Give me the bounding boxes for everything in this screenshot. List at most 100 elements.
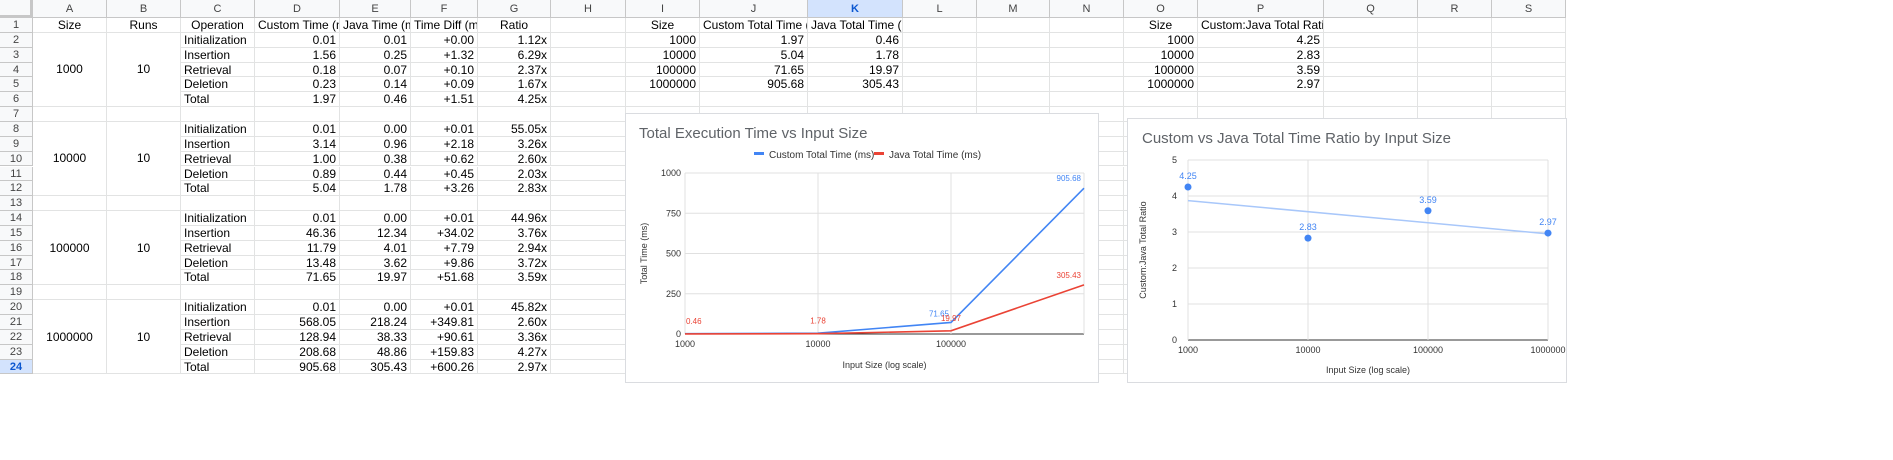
ratio-header-cell[interactable]: Size xyxy=(1124,18,1198,33)
cell[interactable] xyxy=(1324,32,1418,48)
ratio-value-cell[interactable]: 1000 xyxy=(1124,32,1198,48)
value-cell[interactable]: +9.86 xyxy=(411,255,478,271)
value-cell[interactable]: 3.76x xyxy=(478,225,551,241)
row-header-22[interactable]: 22 xyxy=(0,329,33,345)
summary-header-cell[interactable]: Size xyxy=(626,18,700,33)
value-cell[interactable]: 905.68 xyxy=(255,359,340,375)
cell[interactable] xyxy=(1324,77,1418,93)
column-header-g[interactable]: G xyxy=(478,0,551,18)
cell[interactable] xyxy=(551,166,626,182)
value-cell[interactable]: +7.79 xyxy=(411,240,478,256)
cell[interactable] xyxy=(340,107,411,122)
value-cell[interactable]: 0.18 xyxy=(255,62,340,78)
value-cell[interactable]: 2.03x xyxy=(478,166,551,182)
operation-cell[interactable]: Deletion xyxy=(181,77,255,93)
summary-value-cell[interactable]: 71.65 xyxy=(700,62,808,78)
cell[interactable] xyxy=(551,300,626,315)
cell[interactable] xyxy=(1050,47,1124,63)
value-cell[interactable]: 4.27x xyxy=(478,344,551,360)
runs-cell[interactable]: 10 xyxy=(107,300,181,375)
summary-value-cell[interactable]: 100000 xyxy=(626,62,700,78)
cell[interactable] xyxy=(1492,92,1566,108)
operation-cell[interactable]: Retrieval xyxy=(181,151,255,167)
operation-cell[interactable]: Retrieval xyxy=(181,240,255,256)
cell[interactable] xyxy=(977,47,1050,63)
cell[interactable] xyxy=(1492,77,1566,93)
size-cell[interactable]: 1000000 xyxy=(33,300,107,375)
value-cell[interactable]: 3.72x xyxy=(478,255,551,271)
cell[interactable] xyxy=(551,285,626,301)
cell[interactable] xyxy=(626,92,700,108)
cell[interactable] xyxy=(1418,92,1492,108)
summary-value-cell[interactable]: 0.46 xyxy=(808,32,903,48)
operation-cell[interactable]: Total xyxy=(181,181,255,197)
value-cell[interactable]: 0.96 xyxy=(340,136,411,152)
value-cell[interactable]: 3.62 xyxy=(340,255,411,271)
operation-cell[interactable]: Retrieval xyxy=(181,329,255,345)
value-cell[interactable]: 2.60x xyxy=(478,315,551,330)
row-header-1[interactable]: 1 xyxy=(0,18,33,33)
value-cell[interactable]: 2.60x xyxy=(478,151,551,167)
value-cell[interactable]: +1.32 xyxy=(411,47,478,63)
cell[interactable] xyxy=(551,107,626,122)
cell[interactable] xyxy=(1050,62,1124,78)
cell[interactable] xyxy=(551,77,626,93)
operation-cell[interactable]: Initialization xyxy=(181,121,255,137)
cell[interactable] xyxy=(551,225,626,241)
value-cell[interactable]: 0.01 xyxy=(255,121,340,137)
table-header-cell[interactable]: Runs xyxy=(107,18,181,33)
row-header-14[interactable]: 14 xyxy=(0,211,33,226)
ratio-value-cell[interactable]: 10000 xyxy=(1124,47,1198,63)
cell[interactable] xyxy=(551,270,626,286)
value-cell[interactable]: 2.97x xyxy=(478,359,551,375)
value-cell[interactable]: 0.89 xyxy=(255,166,340,182)
ratio-header-cell[interactable]: Custom:Java Total Ratio (x) xyxy=(1198,18,1324,33)
size-cell[interactable]: 1000 xyxy=(33,32,107,108)
value-cell[interactable]: 5.04 xyxy=(255,181,340,197)
cell[interactable] xyxy=(33,107,107,122)
row-header-4[interactable]: 4 xyxy=(0,62,33,78)
summary-header-cell[interactable]: Custom Total Time (ms) xyxy=(700,18,808,33)
cell[interactable] xyxy=(107,107,181,122)
value-cell[interactable]: 13.48 xyxy=(255,255,340,271)
row-header-10[interactable]: 10 xyxy=(0,151,33,167)
value-cell[interactable]: 3.36x xyxy=(478,329,551,345)
column-header-m[interactable]: M xyxy=(977,0,1050,18)
table-header-cell[interactable]: Time Diff (ms) xyxy=(411,18,478,33)
cell[interactable] xyxy=(1324,18,1418,33)
table-header-cell[interactable]: Java Time (ms) xyxy=(340,18,411,33)
column-header-i[interactable]: I xyxy=(626,0,700,18)
row-header-23[interactable]: 23 xyxy=(0,344,33,360)
value-cell[interactable]: +0.01 xyxy=(411,211,478,226)
value-cell[interactable]: +3.26 xyxy=(411,181,478,197)
value-cell[interactable]: 0.25 xyxy=(340,47,411,63)
value-cell[interactable]: 2.83x xyxy=(478,181,551,197)
runs-cell[interactable]: 10 xyxy=(107,32,181,108)
value-cell[interactable]: 6.29x xyxy=(478,47,551,63)
value-cell[interactable]: 48.86 xyxy=(340,344,411,360)
value-cell[interactable]: 1.00 xyxy=(255,151,340,167)
row-header-3[interactable]: 3 xyxy=(0,47,33,63)
cell[interactable] xyxy=(1492,32,1566,48)
cell[interactable] xyxy=(551,18,626,33)
column-header-n[interactable]: N xyxy=(1050,0,1124,18)
summary-value-cell[interactable]: 1.97 xyxy=(700,32,808,48)
cell[interactable] xyxy=(1050,77,1124,93)
operation-cell[interactable]: Total xyxy=(181,359,255,375)
ratio-value-cell[interactable]: 4.25 xyxy=(1198,32,1324,48)
column-header-p[interactable]: P xyxy=(1198,0,1324,18)
cell[interactable] xyxy=(903,18,977,33)
summary-value-cell[interactable]: 1000 xyxy=(626,32,700,48)
value-cell[interactable]: +51.68 xyxy=(411,270,478,286)
summary-value-cell[interactable]: 1.78 xyxy=(808,47,903,63)
row-header-20[interactable]: 20 xyxy=(0,300,33,315)
cell[interactable] xyxy=(255,285,340,301)
cell[interactable] xyxy=(551,359,626,375)
value-cell[interactable]: 71.65 xyxy=(255,270,340,286)
row-header-9[interactable]: 9 xyxy=(0,136,33,152)
cell[interactable] xyxy=(1418,62,1492,78)
cell[interactable] xyxy=(808,92,903,108)
column-header-d[interactable]: D xyxy=(255,0,340,18)
value-cell[interactable]: 3.14 xyxy=(255,136,340,152)
summary-value-cell[interactable]: 305.43 xyxy=(808,77,903,93)
